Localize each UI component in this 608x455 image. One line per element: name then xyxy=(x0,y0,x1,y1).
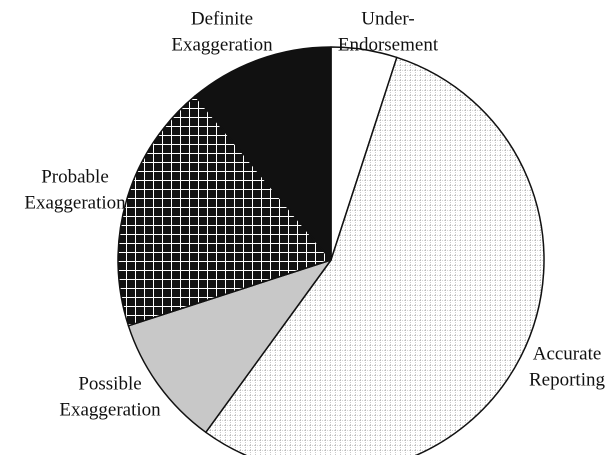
slice-label: Under- xyxy=(361,8,414,29)
pie-slice xyxy=(205,56,545,455)
slice-label: Probable xyxy=(41,166,109,187)
slice-label: Exaggeration xyxy=(59,399,161,420)
slice-label: Possible xyxy=(78,373,141,394)
slice-label: Exaggeration xyxy=(171,34,273,55)
slice-label: Accurate xyxy=(533,343,602,364)
slice-label: Exaggeration xyxy=(24,192,126,213)
pie-slice xyxy=(194,46,332,261)
pie-slice xyxy=(127,259,332,434)
slice-label: Reporting xyxy=(529,369,605,390)
pie-slice xyxy=(117,95,332,327)
slice-label: Definite xyxy=(191,8,253,29)
slice-label: Endorsement xyxy=(338,34,439,55)
